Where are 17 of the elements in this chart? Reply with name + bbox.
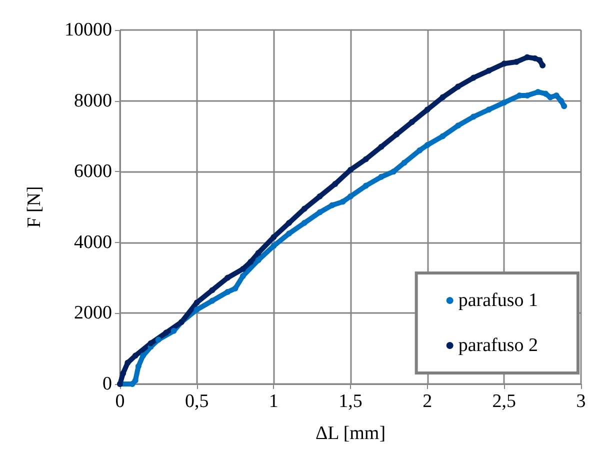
- y-tick-label: 8000: [74, 90, 112, 112]
- x-tick-label: 3: [576, 391, 586, 412]
- y-tick-label: 2000: [74, 302, 112, 324]
- x-tick-label: 2: [422, 391, 432, 412]
- y-tick-label: 6000: [74, 161, 112, 182]
- x-tick-label: 1: [268, 391, 278, 412]
- y-axis-title: F [N]: [24, 186, 45, 228]
- x-tick-label: 0: [115, 391, 125, 412]
- y-tick-label: 0: [102, 374, 112, 394]
- x-tick-label: 0,5: [184, 391, 209, 412]
- x-axis-title: ΔL [mm]: [315, 423, 386, 444]
- x-tick-label: 1,5: [338, 391, 362, 412]
- y-tick-label: 4000: [74, 232, 112, 253]
- legend-label: parafuso 1: [458, 290, 538, 311]
- legend-label: parafuso 2: [458, 335, 538, 356]
- y-tick-label: 10000: [64, 20, 112, 40]
- x-tick-label: 2,5: [492, 391, 516, 412]
